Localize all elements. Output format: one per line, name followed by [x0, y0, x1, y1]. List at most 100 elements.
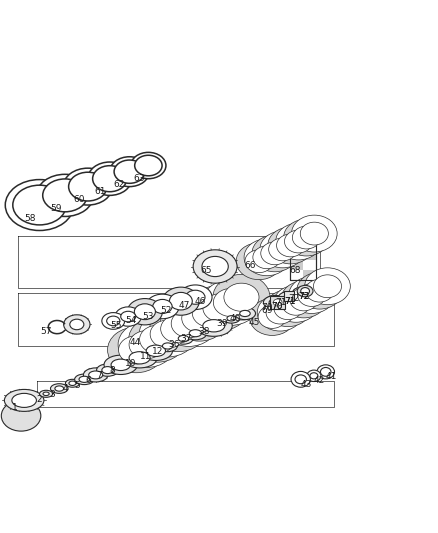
Ellipse shape [252, 246, 280, 269]
Ellipse shape [63, 168, 112, 205]
Ellipse shape [145, 294, 179, 319]
Ellipse shape [43, 392, 49, 395]
Ellipse shape [222, 313, 240, 323]
Ellipse shape [173, 333, 193, 344]
Ellipse shape [184, 327, 206, 340]
Text: 39: 39 [216, 319, 227, 328]
Ellipse shape [181, 304, 216, 333]
Text: 65: 65 [200, 266, 212, 276]
Ellipse shape [88, 371, 102, 379]
Ellipse shape [296, 272, 342, 309]
Ellipse shape [284, 230, 312, 253]
Bar [289, 240, 315, 280]
Ellipse shape [160, 301, 217, 346]
Ellipse shape [171, 310, 206, 337]
Ellipse shape [265, 290, 310, 327]
Ellipse shape [306, 370, 320, 382]
Ellipse shape [292, 226, 320, 249]
Ellipse shape [50, 384, 68, 393]
Ellipse shape [275, 223, 321, 260]
Ellipse shape [259, 231, 305, 268]
Ellipse shape [134, 155, 162, 176]
Text: 40: 40 [230, 314, 241, 323]
Ellipse shape [88, 162, 131, 196]
Text: 53: 53 [142, 312, 153, 321]
Ellipse shape [251, 235, 297, 272]
Bar [284, 291, 293, 301]
Ellipse shape [120, 311, 135, 322]
Text: 7: 7 [96, 372, 102, 381]
Ellipse shape [1, 400, 41, 431]
Text: 62: 62 [113, 180, 125, 189]
Ellipse shape [12, 393, 36, 407]
Ellipse shape [102, 367, 113, 374]
Text: 57: 57 [40, 327, 51, 336]
Text: 5: 5 [74, 381, 80, 390]
Ellipse shape [297, 290, 306, 295]
Text: 71: 71 [275, 298, 286, 308]
Text: 12: 12 [152, 347, 163, 356]
Ellipse shape [111, 359, 130, 370]
Ellipse shape [288, 277, 334, 313]
Ellipse shape [283, 295, 293, 301]
Text: 72: 72 [298, 292, 309, 301]
Ellipse shape [178, 285, 212, 310]
Ellipse shape [92, 166, 127, 192]
Ellipse shape [213, 288, 248, 317]
Ellipse shape [236, 243, 281, 280]
Ellipse shape [13, 185, 66, 225]
Ellipse shape [128, 317, 185, 362]
Ellipse shape [192, 299, 227, 327]
Text: 70: 70 [270, 302, 282, 311]
Ellipse shape [64, 315, 90, 334]
Ellipse shape [110, 157, 149, 187]
Text: 66: 66 [244, 261, 255, 270]
Ellipse shape [185, 290, 205, 304]
Ellipse shape [290, 372, 310, 387]
Ellipse shape [158, 340, 177, 352]
Text: 47: 47 [178, 301, 190, 310]
Ellipse shape [313, 275, 341, 297]
Ellipse shape [79, 376, 89, 382]
Ellipse shape [212, 274, 269, 320]
Ellipse shape [226, 316, 235, 321]
Ellipse shape [193, 250, 237, 283]
Ellipse shape [139, 341, 172, 360]
Text: 61: 61 [94, 188, 106, 196]
Ellipse shape [316, 365, 334, 379]
Ellipse shape [129, 352, 150, 364]
Ellipse shape [223, 283, 258, 311]
Text: 8: 8 [109, 366, 115, 375]
Ellipse shape [55, 386, 64, 391]
Ellipse shape [122, 348, 157, 368]
Ellipse shape [244, 239, 289, 276]
Ellipse shape [239, 310, 250, 317]
Text: 44: 44 [129, 337, 141, 346]
Ellipse shape [278, 292, 299, 304]
Text: 6: 6 [85, 376, 91, 385]
Text: 59: 59 [50, 204, 62, 213]
Ellipse shape [162, 343, 173, 349]
Ellipse shape [258, 305, 286, 328]
Ellipse shape [268, 238, 296, 261]
Ellipse shape [139, 325, 174, 353]
Ellipse shape [320, 367, 330, 376]
Ellipse shape [273, 297, 301, 320]
Ellipse shape [263, 295, 287, 310]
Ellipse shape [272, 285, 318, 322]
Text: 10: 10 [124, 359, 136, 368]
Ellipse shape [309, 373, 317, 379]
Text: 43: 43 [300, 379, 311, 389]
Text: 68: 68 [289, 266, 300, 276]
Ellipse shape [257, 294, 302, 331]
Ellipse shape [162, 287, 199, 315]
Ellipse shape [178, 335, 188, 342]
Ellipse shape [69, 381, 76, 385]
Text: 55: 55 [110, 321, 122, 330]
Ellipse shape [169, 293, 192, 310]
Ellipse shape [160, 315, 195, 343]
Ellipse shape [260, 242, 288, 265]
Text: 37: 37 [180, 334, 191, 343]
Bar [289, 260, 302, 270]
Ellipse shape [115, 307, 141, 326]
